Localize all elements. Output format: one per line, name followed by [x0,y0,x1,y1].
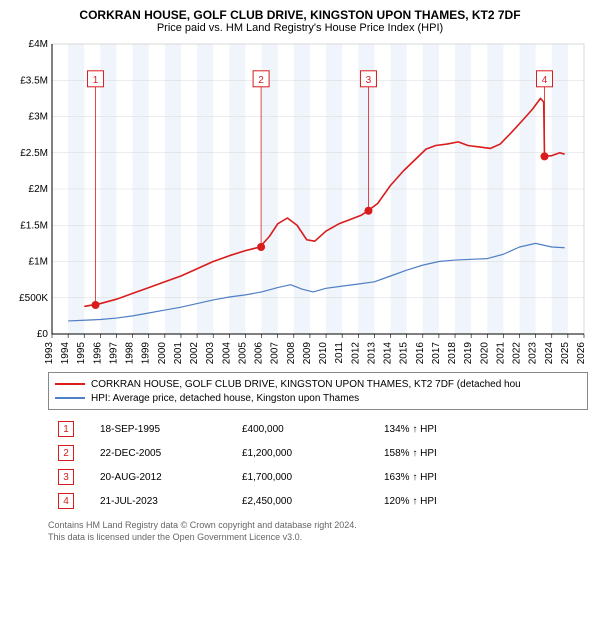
event-pct: 158% ↑ HPI [376,442,586,464]
svg-text:£1M: £1M [29,257,48,268]
svg-text:£0: £0 [37,329,49,340]
svg-text:2012: 2012 [350,342,361,365]
svg-text:2023: 2023 [528,342,539,365]
svg-text:2021: 2021 [495,342,506,365]
legend-row-price-paid: CORKRAN HOUSE, GOLF CLUB DRIVE, KINGSTON… [55,377,581,391]
event-row: 4 21-JUL-2023£2,450,000120% ↑ HPI [50,490,586,512]
svg-text:2022: 2022 [512,342,523,365]
legend-row-hpi: HPI: Average price, detached house, King… [55,391,581,405]
svg-text:2005: 2005 [237,342,248,365]
svg-text:1993: 1993 [44,342,55,365]
event-row: 2 22-DEC-2005£1,200,000158% ↑ HPI [50,442,586,464]
svg-text:2017: 2017 [431,342,442,365]
event-price: £1,200,000 [234,442,374,464]
svg-text:2013: 2013 [366,342,377,365]
footer-line-1: Contains HM Land Registry data © Crown c… [48,520,588,532]
legend-label-hpi: HPI: Average price, detached house, King… [91,393,359,404]
svg-text:2025: 2025 [560,342,571,365]
svg-text:2024: 2024 [544,342,555,365]
svg-text:4: 4 [542,75,548,86]
svg-text:2009: 2009 [302,342,313,365]
svg-text:2014: 2014 [383,342,394,365]
svg-text:2018: 2018 [447,342,458,365]
svg-text:£4M: £4M [29,39,48,50]
page-subtitle: Price paid vs. HM Land Registry's House … [8,22,592,34]
legend-label-price-paid: CORKRAN HOUSE, GOLF CLUB DRIVE, KINGSTON… [91,379,521,390]
svg-text:2019: 2019 [463,342,474,365]
event-row: 3 20-AUG-2012£1,700,000163% ↑ HPI [50,466,586,488]
svg-text:2008: 2008 [286,342,297,365]
svg-text:1: 1 [93,75,99,86]
footer-attribution: Contains HM Land Registry data © Crown c… [48,520,588,543]
svg-text:2: 2 [258,75,264,86]
svg-text:1996: 1996 [92,342,103,365]
event-pct: 163% ↑ HPI [376,466,586,488]
footer-line-2: This data is licensed under the Open Gov… [48,532,588,544]
event-badge: 3 [58,469,74,485]
svg-text:2020: 2020 [479,342,490,365]
svg-text:£1.5M: £1.5M [20,220,48,231]
svg-text:£3.5M: £3.5M [20,75,48,86]
svg-text:2016: 2016 [415,342,426,365]
svg-text:1998: 1998 [125,342,136,365]
svg-text:2000: 2000 [157,342,168,365]
svg-text:2006: 2006 [254,342,265,365]
svg-text:2003: 2003 [205,342,216,365]
event-price: £2,450,000 [234,490,374,512]
event-badge: 4 [58,493,74,509]
event-date: 21-JUL-2023 [92,490,232,512]
chart-container: £0 £500K £1M £1.5M £2M £2.5M £3M £3.5M £4M 1993 19… [8,38,592,368]
svg-text:1997: 1997 [108,342,119,365]
legend-swatch-hpi [55,397,85,399]
svg-text:2004: 2004 [221,342,232,365]
event-date: 22-DEC-2005 [92,442,232,464]
event-date: 20-AUG-2012 [92,466,232,488]
svg-text:2011: 2011 [334,342,345,364]
price-chart: £0 £500K £1M £1.5M £2M £2.5M £3M £3.5M £4M 1993 19… [8,38,592,368]
legend-swatch-price-paid [55,383,85,385]
svg-text:£500K: £500K [19,293,48,304]
svg-text:1999: 1999 [141,342,152,365]
event-pct: 120% ↑ HPI [376,490,586,512]
event-price: £1,700,000 [234,466,374,488]
svg-text:2002: 2002 [189,342,200,365]
event-pct: 134% ↑ HPI [376,418,586,440]
svg-text:2007: 2007 [270,342,281,365]
svg-text:2015: 2015 [399,342,410,365]
event-price: £400,000 [234,418,374,440]
events-table: 1 18-SEP-1995£400,000134% ↑ HPI 2 22-DEC-20… [48,416,588,514]
event-badge: 2 [58,445,74,461]
svg-text:1995: 1995 [76,342,87,365]
svg-text:£3M: £3M [29,112,48,123]
legend-box: CORKRAN HOUSE, GOLF CLUB DRIVE, KINGSTON… [48,372,588,410]
svg-text:2001: 2001 [173,342,184,365]
svg-text:2026: 2026 [576,342,587,365]
svg-text:£2M: £2M [29,184,48,195]
event-row: 1 18-SEP-1995£400,000134% ↑ HPI [50,418,586,440]
svg-text:1994: 1994 [60,342,71,365]
event-date: 18-SEP-1995 [92,418,232,440]
event-badge: 1 [58,421,74,437]
svg-text:2010: 2010 [318,342,329,365]
page-title: CORKRAN HOUSE, GOLF CLUB DRIVE, KINGSTON… [8,8,592,22]
svg-text:3: 3 [366,75,372,86]
svg-text:£2.5M: £2.5M [20,148,48,159]
